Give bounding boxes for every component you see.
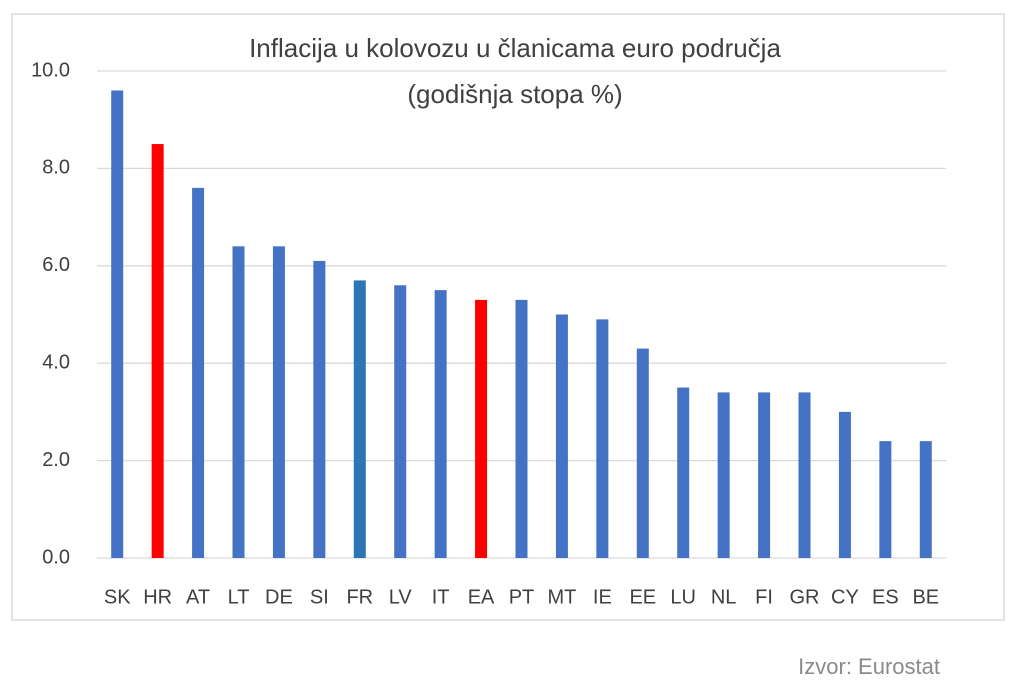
x-tick-label: IE — [593, 586, 612, 608]
bar — [555, 314, 568, 558]
bar — [838, 411, 851, 558]
y-tick-label: 2.0 — [42, 449, 70, 471]
bar — [758, 392, 771, 558]
y-tick-label: 0.0 — [42, 546, 70, 568]
bar — [798, 392, 811, 558]
y-tick-label: 4.0 — [42, 351, 70, 373]
x-tick-label: EA — [468, 586, 495, 608]
bar — [434, 290, 447, 558]
x-tick-label: CY — [831, 586, 859, 608]
y-tick-label: 8.0 — [42, 157, 70, 179]
x-tick-label: LT — [228, 586, 250, 608]
x-tick-label: PT — [509, 586, 535, 608]
y-tick-label: 6.0 — [42, 254, 70, 276]
bar — [919, 441, 932, 558]
bar — [313, 260, 326, 558]
bar — [394, 285, 407, 558]
bar — [717, 392, 730, 558]
bar — [636, 348, 649, 558]
x-tick-label: FI — [755, 586, 773, 608]
x-tick-label: GR — [790, 586, 820, 608]
x-tick-label: BE — [912, 586, 939, 608]
bar — [272, 246, 285, 558]
chart-subtitle: (godišnja stopa %) — [407, 79, 622, 109]
x-tick-label: IT — [432, 586, 450, 608]
bar — [515, 299, 528, 558]
x-tick-label: SK — [104, 586, 131, 608]
bar — [677, 387, 690, 558]
source-note: Izvor: Eurostat — [798, 654, 940, 679]
bar — [111, 90, 124, 558]
x-tick-label: LU — [670, 586, 696, 608]
chart-frame — [11, 13, 1005, 621]
bar — [151, 144, 164, 559]
bar — [232, 246, 245, 558]
x-tick-label: NL — [711, 586, 737, 608]
x-tick-label: LV — [389, 586, 413, 608]
x-tick-label: ES — [872, 586, 899, 608]
x-tick-label: SI — [310, 586, 329, 608]
bar — [353, 280, 366, 558]
x-tick-label: MT — [547, 586, 576, 608]
x-tick-label: DE — [265, 586, 293, 608]
chart-title: Inflacija u kolovozu u članicama euro po… — [249, 33, 781, 63]
x-tick-label: FR — [346, 586, 373, 608]
x-tick-label: HR — [143, 586, 172, 608]
bar — [596, 319, 609, 558]
x-tick-label: AT — [186, 586, 210, 608]
bar — [475, 299, 488, 558]
x-tick-label: EE — [629, 586, 656, 608]
bar — [879, 441, 892, 558]
bar — [192, 187, 205, 558]
y-tick-label: 10.0 — [31, 59, 70, 81]
